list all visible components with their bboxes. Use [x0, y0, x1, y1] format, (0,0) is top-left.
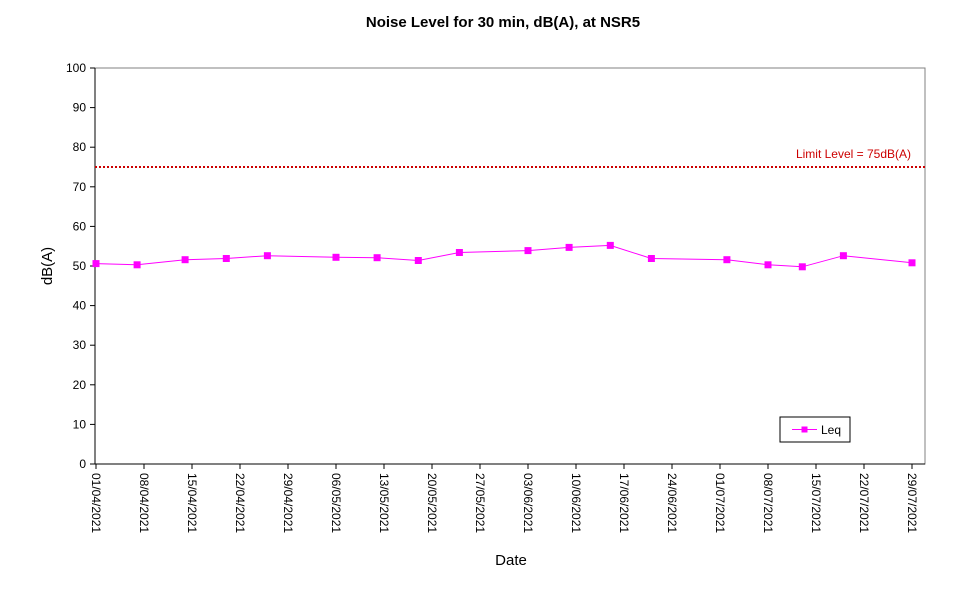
x-tick-label: 20/05/2021: [425, 473, 439, 533]
x-tick-label: 10/06/2021: [569, 473, 583, 533]
data-point: [222, 255, 230, 262]
data-point: [332, 253, 340, 261]
x-tick-label: 08/04/2021: [137, 473, 151, 533]
x-tick-label: 08/07/2021: [761, 473, 775, 533]
y-tick-label: 0: [79, 457, 86, 471]
y-tick-label: 100: [66, 61, 86, 75]
y-tick-label: 10: [73, 417, 87, 431]
x-tick-label: 06/05/2021: [329, 473, 343, 533]
y-axis-label: dB(A): [39, 247, 56, 285]
x-tick-label: 24/06/2021: [665, 473, 679, 533]
data-point: [181, 256, 189, 264]
limit-label: Limit Level = 75dB(A): [796, 147, 911, 161]
data-point: [414, 257, 422, 264]
data-point: [908, 259, 916, 267]
x-tick-label: 01/04/2021: [89, 473, 103, 533]
x-tick-label: 29/07/2021: [905, 473, 919, 533]
chart-title: Noise Level for 30 min, dB(A), at NSR5: [366, 14, 640, 31]
data-point: [647, 255, 655, 262]
data-point: [839, 252, 847, 260]
y-tick-label: 60: [73, 219, 87, 233]
data-point: [263, 252, 271, 260]
data-point: [455, 249, 463, 256]
y-tick-label: 80: [73, 140, 87, 154]
y-tick-label: 30: [73, 338, 87, 352]
x-tick-label: 29/04/2021: [281, 473, 295, 533]
x-tick-label: 17/06/2021: [617, 473, 631, 533]
x-tick-label: 15/07/2021: [809, 473, 823, 533]
x-tick-label: 13/05/2021: [377, 473, 391, 533]
x-tick-label: 15/04/2021: [185, 473, 199, 533]
y-tick-label: 50: [73, 259, 87, 273]
x-axis-ticks: 01/04/2021 08/04/2021 15/04/2021 22/04/2021…: [89, 464, 919, 533]
y-tick-label: 90: [73, 101, 87, 115]
x-tick-label: 03/06/2021: [521, 473, 535, 533]
data-point: [92, 260, 100, 268]
series-leq: [92, 241, 916, 271]
y-tick-label: 40: [73, 299, 87, 313]
data-point: [798, 263, 806, 271]
data-point: [373, 254, 381, 262]
x-tick-label: 22/07/2021: [857, 473, 871, 533]
data-point: [565, 243, 573, 251]
limit-line-group: Limit Level = 75dB(A): [95, 147, 925, 168]
legend: Leq: [779, 416, 851, 443]
data-point: [133, 261, 141, 269]
x-axis-label: Date: [495, 552, 527, 569]
data-point: [606, 241, 614, 249]
y-axis-ticks: 0 10 20 30 40 50 60 70 80 90 100: [66, 61, 95, 471]
data-point: [723, 256, 731, 264]
legend-marker: [801, 426, 808, 433]
series-line-leq: [95, 244, 913, 268]
x-tick-label: 22/04/2021: [233, 473, 247, 533]
x-tick-label: 27/05/2021: [473, 473, 487, 533]
x-tick-label: 01/07/2021: [713, 473, 727, 533]
y-tick-label: 70: [73, 180, 87, 194]
y-tick-label: 20: [73, 378, 87, 392]
legend-label-leq: Leq: [821, 423, 841, 437]
data-point: [764, 261, 772, 269]
data-point: [524, 247, 532, 255]
